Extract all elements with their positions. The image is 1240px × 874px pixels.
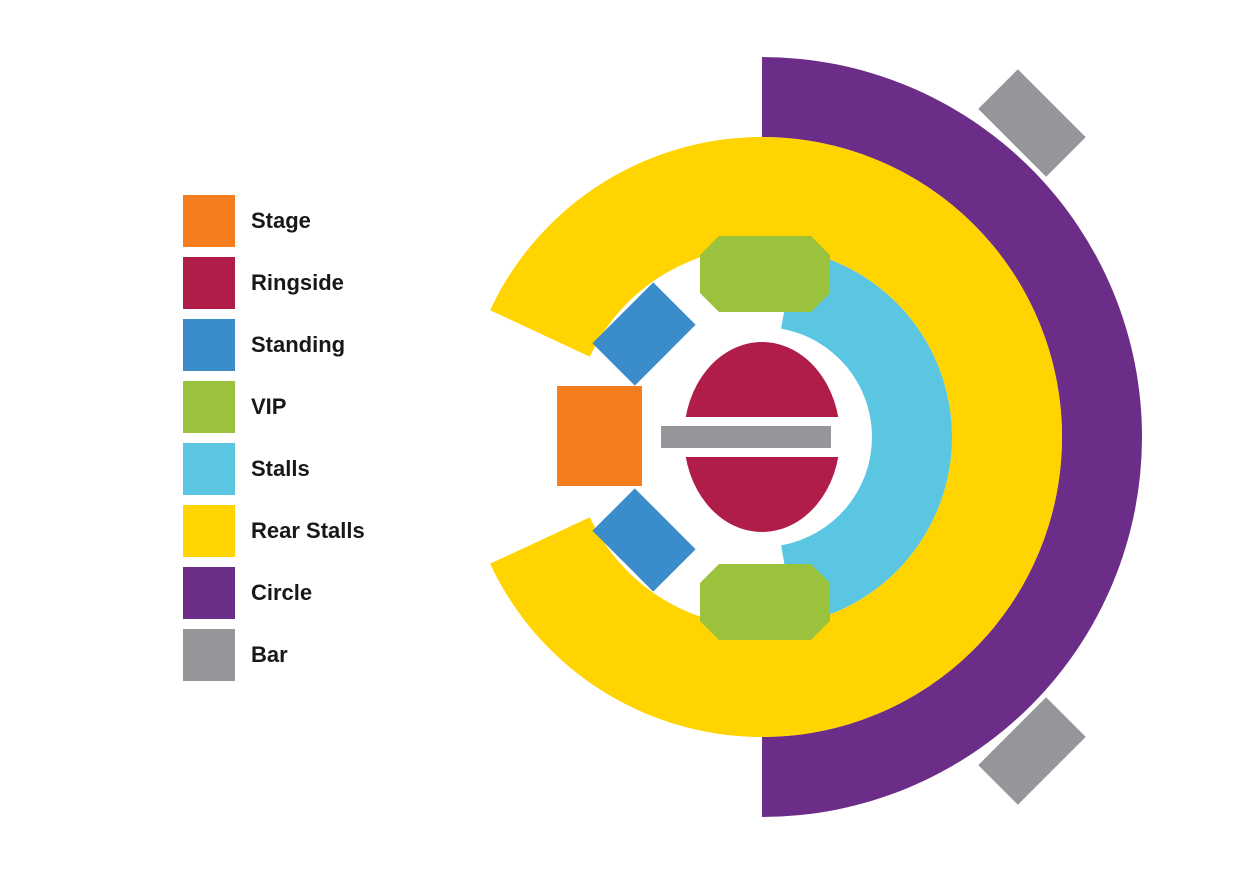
zone-bar-center [661,426,831,448]
seating-diagram [0,0,1240,874]
zone-vip-bottom [700,564,830,640]
seating-map-canvas: Stage Ringside Standing VIP Stalls Rear … [0,0,1240,874]
zone-stage [557,386,642,486]
zone-vip-top [700,236,830,312]
